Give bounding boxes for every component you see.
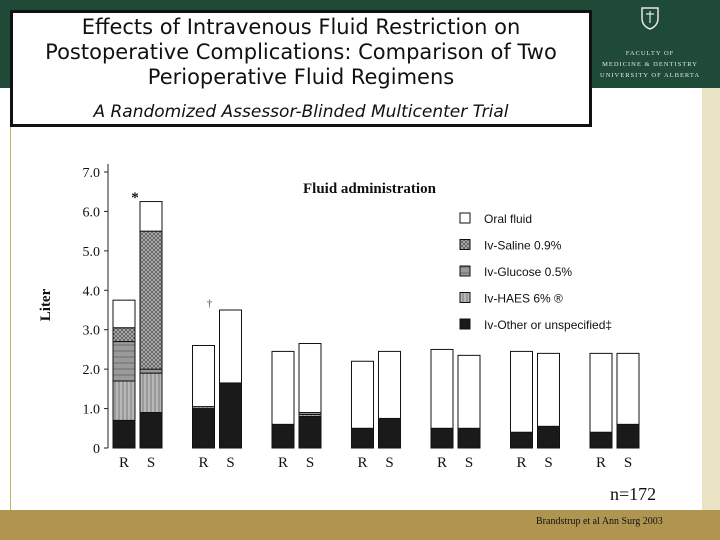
bar-segment (616, 352, 640, 425)
y-tick-label: 6.0 (83, 205, 101, 220)
legend-label: Iv-HAES 6% ® (484, 292, 563, 306)
faculty-logo: FACULTY OF MEDICINE & DENTISTRY UNIVERSI… (600, 6, 700, 82)
chart-legend: Oral fluid Iv-Saline 0.9% Iv-Glucose 0.5% I… (459, 212, 612, 332)
bar-segment (139, 201, 163, 232)
university-crest-icon (641, 7, 659, 30)
x-tick-label: S (306, 455, 314, 471)
logo-line-3: UNIVERSITY OF ALBERTA (600, 72, 701, 79)
bar-segment (510, 431, 533, 449)
bar-segment (112, 419, 136, 449)
chart-labels: R S R S R S R S R S R S R S * † (119, 190, 632, 471)
bar-segment (457, 354, 481, 429)
bar-segment (457, 427, 481, 449)
legend-label: Iv-Glucose 0.5% (484, 265, 572, 279)
fluid-administration-chart: 0 1.0 2.0 3.0 4.0 5.0 6.0 7.0 Liter Fluid adminis… (38, 164, 640, 471)
bar-segment (510, 350, 533, 433)
y-tick-label: 4.0 (83, 284, 101, 299)
bar-segment (112, 380, 136, 421)
x-tick-label: S (624, 455, 632, 471)
y-tick-label: 2.0 (83, 363, 101, 378)
x-tick-label: S (385, 455, 393, 471)
bar-segment (378, 350, 401, 419)
bar-segment (219, 382, 242, 449)
bar-segment (139, 230, 163, 370)
legend-label: Iv-Other or unspecified‡ (484, 318, 612, 332)
x-tick-label: R (357, 455, 367, 471)
y-tick-label: 1.0 (83, 403, 101, 418)
legend-swatch (459, 265, 471, 277)
bar-segment (112, 327, 136, 343)
legend-swatch (459, 239, 471, 250)
bar-segment (430, 427, 454, 449)
bar-segment (112, 341, 136, 382)
bar-segment (112, 299, 136, 329)
bar-segment (298, 343, 322, 414)
y-tick-label: 3.0 (83, 324, 101, 339)
significance-marker: * (131, 190, 139, 206)
legend-swatch (459, 318, 471, 330)
slide-subtitle: A Randomized Assessor-Blinded Multicente… (93, 102, 509, 122)
x-tick-label: R (198, 455, 208, 471)
x-tick-label: R (516, 455, 526, 471)
x-tick-label: S (147, 455, 155, 471)
bottom-band (0, 510, 720, 540)
x-tick-label: S (465, 455, 473, 471)
y-tick-label: 0 (93, 442, 100, 457)
x-tick-label: R (437, 455, 447, 471)
bar-segment (192, 344, 215, 408)
bar-segment (589, 431, 613, 449)
bar-segment (378, 417, 401, 449)
y-tick-label: 7.0 (83, 166, 101, 181)
x-tick-label: R (278, 455, 288, 471)
bar-segment (271, 423, 295, 449)
bar-segment (430, 348, 454, 429)
left-rule (10, 88, 11, 510)
bar-segment (589, 352, 613, 433)
x-tick-label: S (226, 455, 234, 471)
chart-bars (112, 201, 640, 449)
bar-segment (351, 427, 374, 449)
bar-segment (139, 412, 163, 449)
bar-segment (219, 309, 242, 384)
sample-size-label: n=172 (610, 484, 657, 504)
chart-title: Fluid administration (303, 181, 437, 197)
title-box: Effects of Intravenous Fluid Restriction… (10, 10, 592, 127)
logo-line-1: FACULTY OF (625, 50, 675, 57)
citation: Brandstrup et al Ann Surg 2003 (536, 516, 663, 527)
bar-segment (139, 368, 163, 374)
bar-segment (351, 360, 374, 429)
legend-swatch (459, 292, 471, 303)
bar-segment (616, 423, 640, 449)
legend-label: Iv-Saline 0.9% (484, 239, 562, 253)
right-band (702, 88, 720, 510)
slide-title: Effects of Intravenous Fluid Restriction… (45, 15, 557, 89)
chart-axes: 0 1.0 2.0 3.0 4.0 5.0 6.0 7.0 Liter Fluid adminis… (38, 164, 437, 457)
bar-segment (192, 408, 215, 449)
x-tick-label: S (544, 455, 552, 471)
bar-segment (537, 425, 560, 449)
bar-segment (139, 372, 163, 414)
x-tick-label: R (119, 455, 129, 471)
bar-segment (537, 352, 560, 427)
y-tick-label: 5.0 (83, 245, 101, 260)
x-tick-label: R (596, 455, 606, 471)
bar-segment (271, 350, 295, 425)
logo-line-2: MEDICINE & DENTISTRY (602, 61, 698, 68)
legend-swatch (459, 212, 471, 224)
bar-segment (298, 415, 322, 449)
y-axis-label: Liter (38, 288, 54, 321)
significance-marker: † (207, 298, 213, 310)
legend-label: Oral fluid (484, 212, 532, 226)
